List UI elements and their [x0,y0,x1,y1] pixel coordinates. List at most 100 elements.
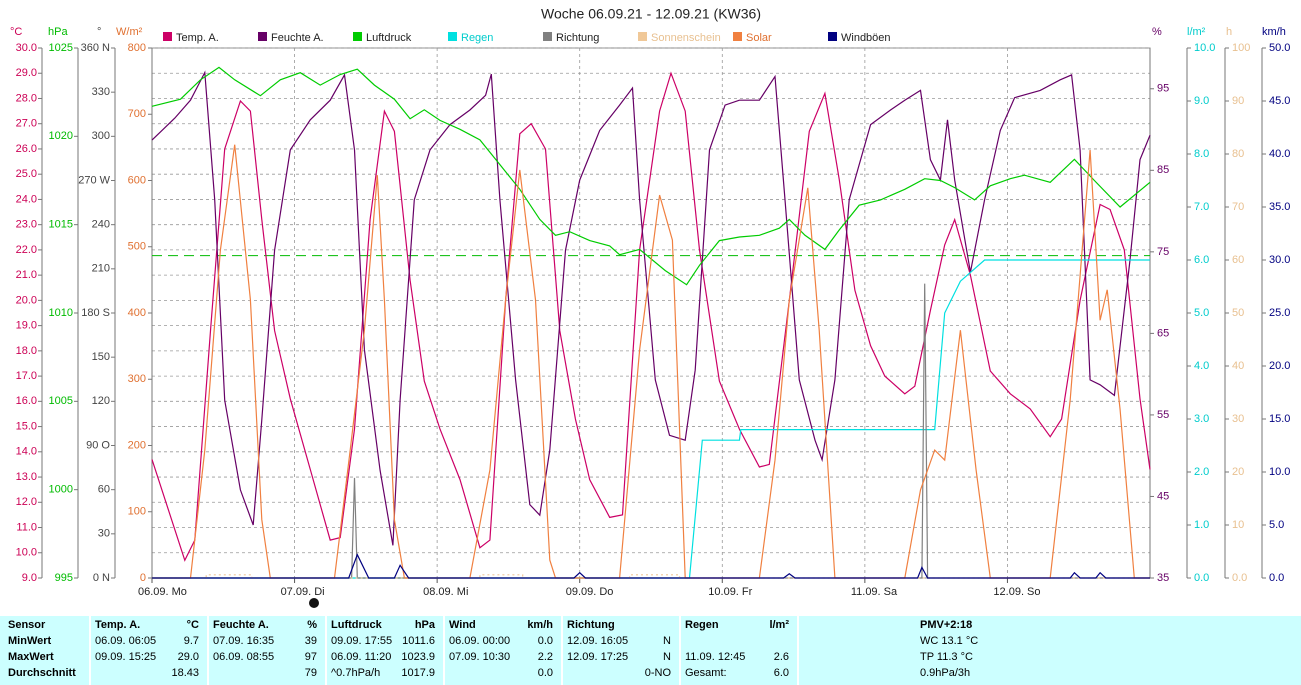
y-tick-label: 2.0 [1194,466,1209,478]
column-header: Feuchte A. [213,619,269,631]
y-tick-label: 5.0 [1269,519,1284,531]
y-tick-label: 0 N [93,572,110,584]
axis-unit: h [1226,26,1232,38]
axis-unit: km/h [1262,26,1286,38]
y-tick-label: 9.0 [22,572,37,584]
y-tick-label: 180 S [81,307,110,319]
y-tick-label: 1020 [49,130,73,142]
cell-value: N [663,635,671,647]
y-tick-label: 0 [140,572,146,584]
cell-value: 1017.9 [401,667,435,679]
chart: Woche 06.09.21 - 12.09.21 (KW36) 06.09. … [10,6,1290,608]
y-tick-label: 45 [1157,490,1169,502]
y-tick-label: 5.0 [1194,307,1209,319]
y-tick-label: 1000 [49,484,73,496]
y-tick-label: 330 [92,86,110,98]
axis-unit: hPa [48,26,68,38]
y-tick-label: 10 [1232,519,1244,531]
table-separator [325,615,327,685]
table-separator [207,615,209,685]
y-tick-label: 300 [128,373,146,385]
cell-text: 09.09. 17:55 [331,635,393,647]
cell-value: 1011.6 [402,635,435,647]
y-tick-label: 60 [1232,254,1244,266]
y-tick-label: 995 [55,572,73,584]
cell-value: 2.6 [773,651,789,663]
stats-table: Sensor MinWert MaxWert Durchschnitt Temp. A.… [0,615,1301,685]
cell-value: 79 [304,667,317,679]
y-tick-label: 360 N [81,42,110,54]
y-tick-label: 0.0 [1194,572,1209,584]
column-header: Richtung [567,619,615,631]
y-tick-label: 1005 [49,395,73,407]
column-unit: °C [186,619,199,631]
y-tick-label: 30.0 [1269,254,1290,266]
cell-value: 0.0 [537,635,553,647]
y-tick-label: 30.0 [16,42,37,54]
legend-label: Luftdruck [366,32,412,44]
y-tick-label: 35.0 [1269,201,1290,213]
legend-swatch [638,32,647,41]
cell-text: TP 11.3 °C [920,651,973,663]
legend-label: Regen [461,32,493,44]
row-label: MaxWert [8,651,54,663]
y-tick-label: 4.0 [1194,360,1209,372]
y-tick-label: 20 [1232,466,1244,478]
y-tick-label: 1015 [49,219,73,231]
y-tick-label: 800 [128,42,146,54]
y-tick-label: 1.0 [1194,519,1209,531]
series-line [152,553,1150,579]
column-unit: % [307,619,317,631]
legend-swatch [828,32,837,41]
column-header: PMV+2:18 [920,619,973,631]
y-tick-label: 1025 [49,42,73,54]
cell-value: N [663,651,671,663]
y-tick-label: 95 [1157,83,1169,95]
y-tick-label: 210 [92,263,110,275]
cell-value: 97 [304,651,317,663]
cell-text: ^0.7hPa/h [331,667,381,679]
y-tick-label: 30 [1232,413,1244,425]
y-tick-label: 50 [1232,307,1244,319]
y-tick-label: 45.0 [1269,95,1290,107]
y-tick-label: 90 O [86,439,110,451]
y-tick-label: 26.0 [16,143,37,155]
y-tick-label: 600 [128,174,146,186]
legend-swatch [448,32,457,41]
y-tick-label: 10.0 [1269,466,1290,478]
y-tick-label: 19.0 [16,320,37,332]
table-separator [561,615,563,685]
y-tick-label: 3.0 [1194,413,1209,425]
cell-text: 06.09. 00:00 [449,635,511,647]
legend-swatch [163,32,172,41]
x-tick-label: 09.09. Do [566,586,614,598]
legend-label: Feuchte A. [271,32,324,44]
cell-text: 07.09. 16:35 [213,635,275,647]
y-tick-label: 9.0 [1194,95,1209,107]
y-tick-label: 23.0 [16,219,37,231]
y-tick-label: 90 [1232,95,1244,107]
row-label: Durchschnitt [8,667,76,679]
series-line [151,66,1151,286]
cell-text: 11.09. 12:45 [685,651,746,663]
axis-unit: °C [10,26,22,38]
cell-text: Gesamt: [685,667,727,679]
legend-label: Temp. A. [176,32,219,44]
x-tick-label: 10.09. Fr [708,586,752,598]
y-tick-label: 0.0 [1269,572,1284,584]
x-tick-label: 06.09. Mo [138,586,187,598]
cell-value: 6.0 [773,667,789,679]
cell-value: 39 [304,635,317,647]
legend-label: Sonnenschein [651,32,721,44]
y-tick-label: 7.0 [1194,201,1209,213]
series-line [152,574,1150,579]
y-tick-label: 35 [1157,572,1169,584]
cell-text: 06.09. 08:55 [213,651,275,663]
axis-unit: % [1152,26,1162,38]
y-tick-label: 120 [92,395,110,407]
y-tick-label: 29.0 [16,67,37,79]
cell-text: 12.09. 17:25 [567,651,629,663]
chart-title: Woche 06.09.21 - 12.09.21 (KW36) [541,6,761,22]
cell-value: 1023.9 [401,651,435,663]
y-tick-label: 25.0 [1269,307,1290,319]
